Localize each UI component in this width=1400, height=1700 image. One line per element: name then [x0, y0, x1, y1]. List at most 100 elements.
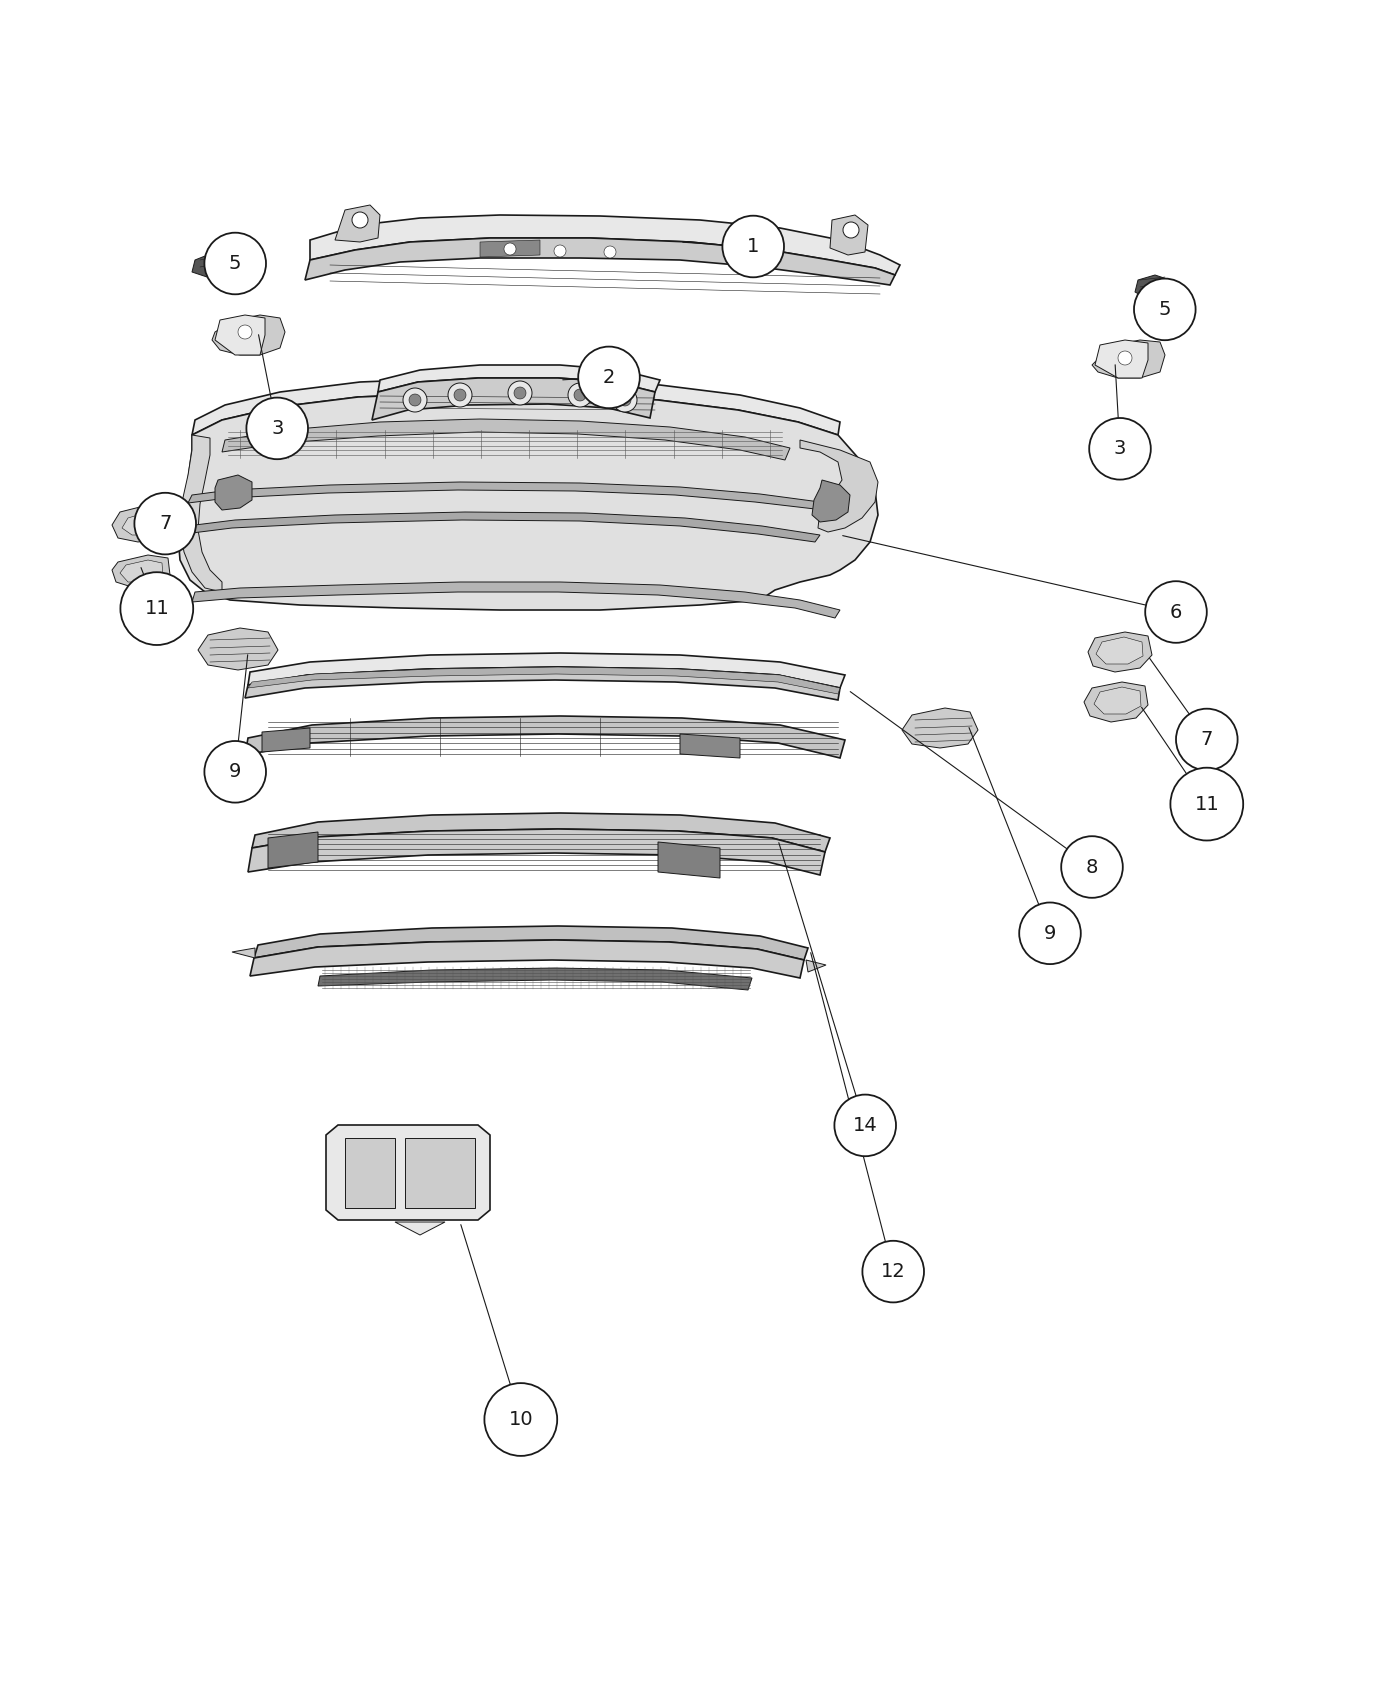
- Circle shape: [1089, 418, 1151, 479]
- Circle shape: [843, 223, 860, 238]
- Polygon shape: [799, 440, 878, 532]
- Text: 5: 5: [230, 253, 241, 274]
- Polygon shape: [232, 949, 255, 959]
- Polygon shape: [252, 813, 830, 852]
- Polygon shape: [262, 728, 309, 751]
- Circle shape: [722, 216, 784, 277]
- Polygon shape: [1096, 638, 1142, 665]
- Polygon shape: [305, 238, 895, 286]
- Polygon shape: [812, 479, 850, 522]
- Text: 6: 6: [1170, 602, 1182, 622]
- Circle shape: [568, 382, 592, 406]
- Circle shape: [619, 394, 631, 406]
- Polygon shape: [372, 377, 655, 420]
- Polygon shape: [335, 206, 379, 241]
- Polygon shape: [248, 830, 825, 876]
- Polygon shape: [1092, 340, 1165, 377]
- Circle shape: [514, 388, 526, 400]
- Text: 7: 7: [160, 513, 171, 534]
- Circle shape: [578, 347, 640, 408]
- Text: 8: 8: [1086, 857, 1098, 877]
- Polygon shape: [216, 314, 265, 355]
- Text: 9: 9: [1044, 923, 1056, 944]
- Circle shape: [574, 389, 587, 401]
- Circle shape: [1134, 279, 1196, 340]
- Polygon shape: [216, 474, 252, 510]
- Polygon shape: [181, 435, 223, 592]
- Text: 2: 2: [603, 367, 615, 388]
- Polygon shape: [658, 842, 720, 877]
- Text: 11: 11: [1194, 794, 1219, 814]
- Polygon shape: [1084, 682, 1148, 722]
- Polygon shape: [253, 927, 808, 960]
- Polygon shape: [120, 559, 162, 581]
- Circle shape: [204, 741, 266, 802]
- Circle shape: [454, 389, 466, 401]
- Circle shape: [1176, 709, 1238, 770]
- Polygon shape: [902, 707, 979, 748]
- Circle shape: [1145, 581, 1207, 643]
- Polygon shape: [318, 967, 752, 989]
- Circle shape: [120, 573, 193, 644]
- Text: 10: 10: [508, 1409, 533, 1430]
- Circle shape: [403, 388, 427, 411]
- Polygon shape: [1135, 275, 1170, 299]
- Circle shape: [238, 325, 252, 338]
- Polygon shape: [122, 512, 167, 536]
- Polygon shape: [480, 240, 540, 257]
- Circle shape: [504, 243, 517, 255]
- Circle shape: [613, 388, 637, 411]
- Polygon shape: [248, 653, 846, 689]
- Circle shape: [554, 245, 566, 257]
- Circle shape: [204, 233, 266, 294]
- Polygon shape: [192, 252, 230, 279]
- Circle shape: [862, 1241, 924, 1302]
- Polygon shape: [245, 716, 846, 758]
- Polygon shape: [378, 366, 659, 393]
- Circle shape: [134, 493, 196, 554]
- Text: 7: 7: [1201, 729, 1212, 750]
- Text: 1: 1: [748, 236, 759, 257]
- Text: 14: 14: [853, 1115, 878, 1136]
- Polygon shape: [830, 214, 868, 255]
- Polygon shape: [192, 377, 840, 435]
- Text: 3: 3: [272, 418, 283, 439]
- Polygon shape: [197, 627, 279, 670]
- Circle shape: [834, 1095, 896, 1156]
- Circle shape: [1019, 903, 1081, 964]
- Polygon shape: [112, 505, 172, 542]
- Polygon shape: [192, 512, 820, 542]
- Polygon shape: [211, 314, 286, 355]
- Circle shape: [603, 246, 616, 258]
- Circle shape: [409, 394, 421, 406]
- Polygon shape: [188, 483, 855, 518]
- Polygon shape: [251, 940, 804, 978]
- Circle shape: [1061, 836, 1123, 898]
- Polygon shape: [405, 1137, 475, 1209]
- Polygon shape: [1093, 687, 1141, 714]
- Text: 9: 9: [230, 762, 241, 782]
- Polygon shape: [806, 960, 826, 972]
- Circle shape: [508, 381, 532, 405]
- Polygon shape: [309, 214, 900, 275]
- Polygon shape: [223, 418, 790, 461]
- Circle shape: [1170, 768, 1243, 840]
- Polygon shape: [395, 1222, 445, 1234]
- Polygon shape: [344, 1137, 395, 1209]
- Polygon shape: [680, 734, 741, 758]
- Circle shape: [448, 382, 472, 406]
- Circle shape: [484, 1384, 557, 1455]
- Polygon shape: [248, 666, 840, 694]
- Polygon shape: [326, 1125, 490, 1221]
- Polygon shape: [112, 554, 169, 588]
- Polygon shape: [245, 666, 840, 700]
- Polygon shape: [1088, 632, 1152, 672]
- Circle shape: [246, 398, 308, 459]
- Polygon shape: [1095, 340, 1148, 377]
- Circle shape: [1119, 350, 1133, 366]
- Text: 5: 5: [1159, 299, 1170, 320]
- Polygon shape: [267, 831, 318, 869]
- Text: 3: 3: [1114, 439, 1126, 459]
- Circle shape: [351, 212, 368, 228]
- Text: 12: 12: [881, 1261, 906, 1282]
